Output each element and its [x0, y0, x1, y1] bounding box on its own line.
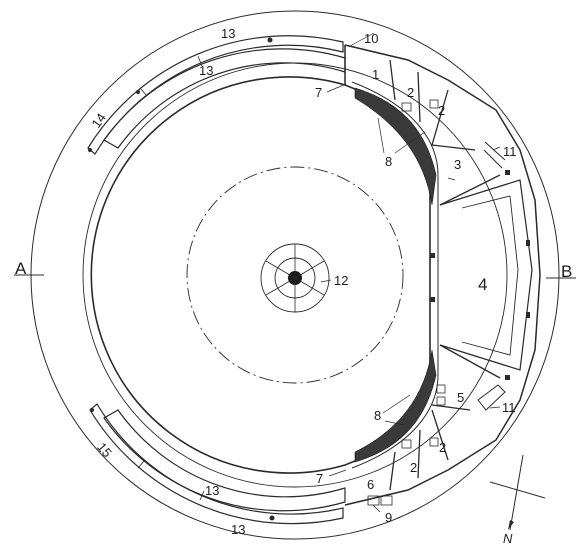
lower-inner-stand [103, 409, 346, 512]
label-12: 12 [334, 273, 348, 288]
north-label: N [503, 531, 513, 545]
label-14: 14 [88, 110, 109, 130]
hatched-wall-upper [354, 87, 437, 206]
upper-inner-stand [103, 48, 346, 149]
label-5: 5 [457, 390, 464, 405]
upper-outer-stand [87, 35, 344, 155]
section-right-label: B [561, 262, 572, 281]
label-11-upper: 11 [503, 144, 517, 159]
label-4: 4 [478, 275, 487, 294]
label-8-lower: 8 [374, 408, 381, 423]
north-arrow [489, 454, 546, 531]
section-left-label: A [15, 259, 27, 278]
label-3: 3 [454, 157, 461, 172]
label-15: 15 [94, 439, 115, 460]
label-2a: 2 [407, 85, 414, 100]
label-2d: 2 [410, 460, 417, 475]
label-2c: 2 [439, 440, 446, 455]
label-6: 6 [367, 477, 374, 492]
dash-circle [186, 166, 404, 384]
label-9: 9 [385, 510, 392, 525]
label-10: 10 [364, 31, 378, 46]
label-7-upper: 7 [315, 85, 322, 100]
label-13-d: 13 [231, 522, 245, 537]
hatched-wall-lower [354, 349, 437, 463]
label-13-b: 13 [199, 63, 213, 78]
label-1: 1 [372, 67, 379, 82]
label-7-lower: 7 [316, 471, 323, 486]
label-11-lower: 11 [502, 400, 516, 415]
label-13-c: 13 [205, 483, 219, 498]
label-2b: 2 [438, 103, 445, 118]
center-pole [260, 243, 330, 313]
service-building [344, 44, 541, 506]
lower-outer-stand [89, 403, 344, 525]
label-13-a: 13 [221, 26, 235, 41]
label-8-upper: 8 [385, 154, 392, 169]
